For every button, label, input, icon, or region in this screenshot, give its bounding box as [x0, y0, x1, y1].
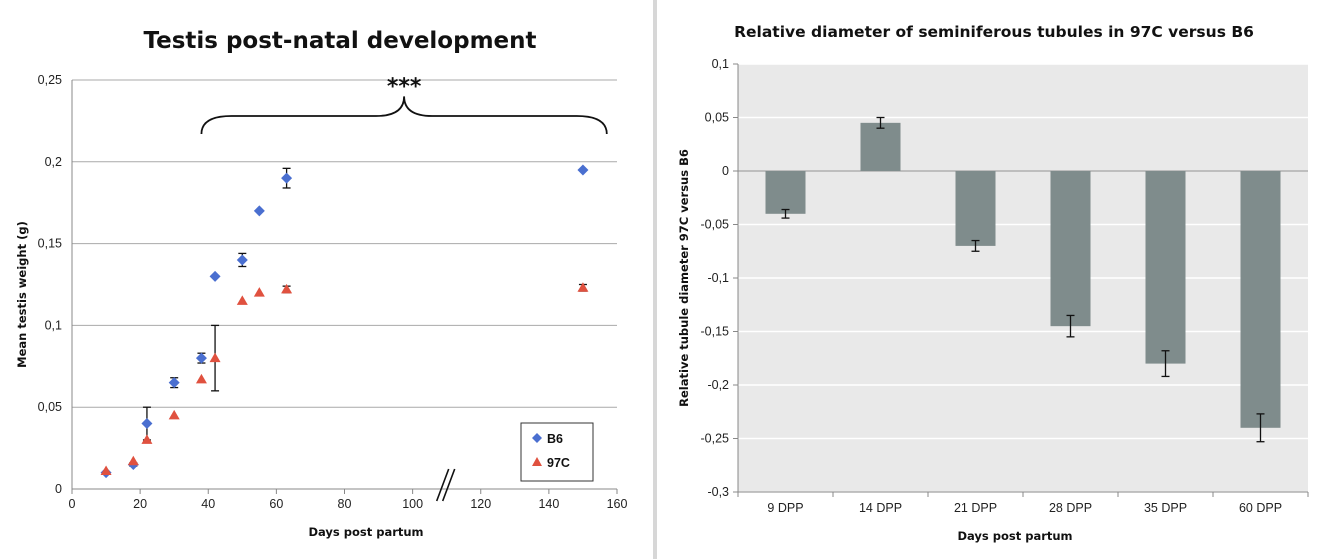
- 97c-data-point: [141, 434, 153, 444]
- b6-data-point: [236, 254, 248, 266]
- x-category-label: 14 DPP: [859, 501, 902, 515]
- y-tick-label: -0,15: [701, 325, 730, 339]
- b6-data-point: [195, 352, 207, 364]
- x-tick-label: 120: [470, 497, 491, 511]
- x-tick-label: 40: [201, 497, 215, 511]
- 97c-data-point: [168, 409, 180, 420]
- x-tick-label: 80: [338, 497, 352, 511]
- panel-divider: [653, 0, 657, 559]
- legend-box: [520, 422, 594, 482]
- 97c-data-point: [236, 295, 248, 305]
- axis-break-line: [441, 468, 456, 502]
- y-tick-label: 0,05: [705, 111, 729, 125]
- y-tick-label: -0,1: [707, 271, 729, 285]
- 97c-data-point: [195, 373, 207, 384]
- y-tick-label: 0: [722, 164, 729, 178]
- x-tick-label: 140: [538, 497, 559, 511]
- x-tick-label: 0: [69, 497, 76, 511]
- y-tick-label: 0,1: [712, 57, 729, 71]
- x-category-label: 60 DPP: [1239, 501, 1282, 515]
- x-tick-label: 20: [133, 497, 147, 511]
- y-tick-label: -0,25: [701, 432, 730, 446]
- b6-data-point: [281, 172, 293, 184]
- 97c-data-point: [253, 287, 265, 297]
- x-category-label: 35 DPP: [1144, 501, 1187, 515]
- testis-weight-scatter-chart: Testis post-natal development 0 0,05 0,1 0,1…: [15, 28, 628, 539]
- bar: [765, 171, 806, 214]
- bar: [955, 171, 996, 246]
- y-tick-label: 0,25: [38, 73, 62, 87]
- 97c-data-point: [281, 283, 293, 294]
- y-tick-label: -0,2: [707, 378, 729, 392]
- right-chart-panel: Relative diameter of seminiferous tubule…: [658, 0, 1323, 559]
- significance-brace: [200, 96, 608, 135]
- legend-b6-marker: [532, 433, 542, 443]
- x-category-label: 9 DPP: [767, 501, 803, 515]
- b6-data-point: [209, 270, 221, 282]
- y-tick-label: -0,3: [707, 485, 729, 499]
- x-axis-title: Days post partum: [308, 525, 423, 539]
- bar: [1050, 171, 1091, 327]
- y-tick-label: 0,05: [38, 400, 62, 414]
- y-tick-label: 0,15: [38, 237, 62, 251]
- y-axis-title: Mean testis weight (g): [15, 221, 29, 368]
- chart-title: Relative diameter of seminiferous tubule…: [734, 23, 1254, 41]
- bar: [1240, 171, 1281, 428]
- legend: B6 97C: [520, 422, 594, 482]
- legend-label-97c: 97C: [547, 456, 570, 470]
- y-tick-label: -0,05: [701, 218, 730, 232]
- x-category-label: 28 DPP: [1049, 501, 1092, 515]
- x-axis-title: Days post partum: [957, 529, 1072, 543]
- b6-data-point: [577, 164, 589, 176]
- b6-data-point: [253, 205, 265, 217]
- 97c-data-point: [127, 455, 139, 466]
- x-tick-label: 60: [269, 497, 283, 511]
- tubule-diameter-bar-chart: Relative diameter of seminiferous tubule…: [677, 23, 1309, 543]
- y-tick-label: 0,2: [45, 155, 62, 169]
- legend-label-b6: B6: [547, 432, 563, 446]
- x-tick-label: 100: [402, 497, 423, 511]
- y-tick-label: 0: [55, 482, 62, 496]
- legend-97c-marker: [532, 457, 542, 466]
- 97c-data-point: [209, 352, 221, 363]
- axis-break-line: [435, 468, 450, 502]
- bar: [860, 122, 901, 171]
- 97c-data-point: [100, 465, 112, 476]
- b6-data-point: [141, 418, 153, 430]
- x-tick-label: 160: [607, 497, 628, 511]
- b6-data-point: [168, 377, 180, 389]
- significance-annotation: ***: [387, 74, 422, 99]
- x-category-label: 21 DPP: [954, 501, 997, 515]
- 97c-data-point: [577, 282, 589, 292]
- bar: [1145, 171, 1186, 364]
- left-chart-panel: Testis post-natal development 0 0,05 0,1 0,1…: [0, 0, 652, 559]
- y-axis-title: Relative tubule diameter 97C versus B6: [677, 149, 691, 407]
- y-tick-label: 0,1: [45, 318, 62, 332]
- chart-title: Testis post-natal development: [143, 28, 536, 54]
